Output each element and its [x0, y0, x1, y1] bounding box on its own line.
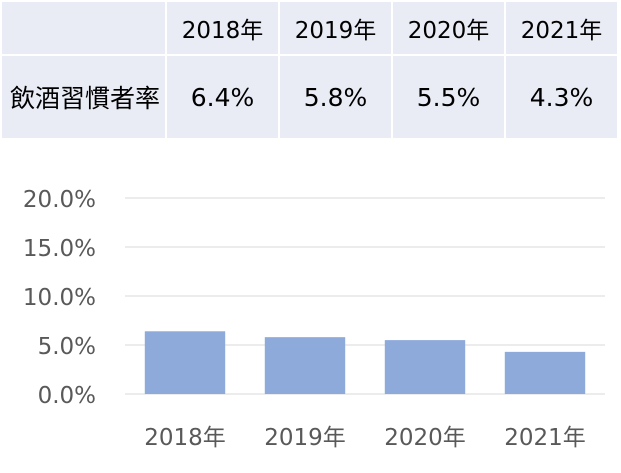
summary-table: 2018年 2019年 2020年 2021年 飲酒習慣者率 6.4% 5.8%…: [0, 0, 619, 140]
bar: [384, 340, 466, 394]
bar: [504, 351, 586, 394]
column-header-2020: 2020年: [393, 2, 504, 54]
table-corner-cell: [2, 2, 165, 54]
column-header-2021: 2021年: [506, 2, 617, 54]
table-value-row: 飲酒習慣者率 6.4% 5.8% 5.5% 4.3%: [2, 56, 617, 138]
x-tick-label: 2018年: [144, 425, 226, 451]
value-cell-2019: 5.8%: [280, 56, 391, 138]
x-axis-ticks: 2018年 2019年 2020年 2021年: [144, 425, 586, 451]
y-tick-label: 15.0%: [23, 236, 96, 262]
y-tick-label: 0.0%: [38, 383, 96, 409]
x-tick-label: 2019年: [264, 425, 346, 451]
x-tick-label: 2021年: [504, 425, 586, 451]
column-header-2019: 2019年: [280, 2, 391, 54]
y-tick-label: 5.0%: [38, 334, 96, 360]
bar-chart: 0.0%5.0%10.0%15.0%20.0% 2018年 2019年 2020年 2…: [23, 187, 605, 451]
x-tick-label: 2020年: [384, 425, 466, 451]
row-label: 飲酒習慣者率: [2, 56, 165, 138]
y-tick-label: 20.0%: [23, 187, 96, 213]
table-header-row: 2018年 2019年 2020年 2021年: [2, 2, 617, 54]
value-cell-2018: 6.4%: [167, 56, 278, 138]
bars: [144, 331, 586, 394]
bar: [144, 331, 226, 394]
value-cell-2021: 4.3%: [506, 56, 617, 138]
y-tick-label: 10.0%: [23, 285, 96, 311]
bar: [264, 337, 346, 394]
column-header-2018: 2018年: [167, 2, 278, 54]
y-axis-ticks: 0.0% 5.0% 10.0% 15.0% 20.0%: [23, 187, 96, 409]
value-cell-2020: 5.5%: [393, 56, 504, 138]
